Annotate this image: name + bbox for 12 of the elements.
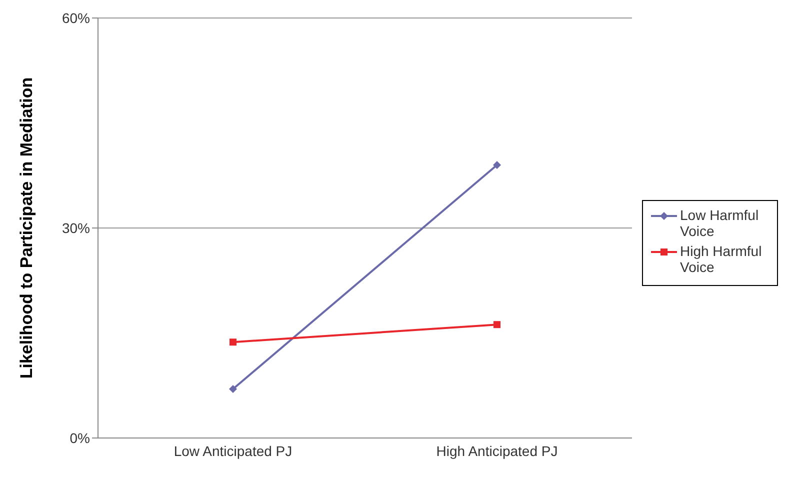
y-tick-label: 0% [70, 430, 90, 446]
y-tick-label: 60% [62, 10, 90, 26]
legend-label: High Harmful Voice [680, 243, 763, 275]
point [229, 385, 237, 393]
point [230, 338, 236, 346]
point [493, 161, 501, 169]
y-tick-label: 30% [62, 220, 90, 236]
legend-label: Low Harmful Voice [680, 207, 760, 239]
x-tick-label: Low Anticipated PJ [174, 442, 292, 459]
y-axis-title: Likelihood to Participate in Mediation [17, 77, 36, 379]
point [494, 321, 500, 328]
x-tick-label: High Anticipated PJ [436, 442, 558, 459]
